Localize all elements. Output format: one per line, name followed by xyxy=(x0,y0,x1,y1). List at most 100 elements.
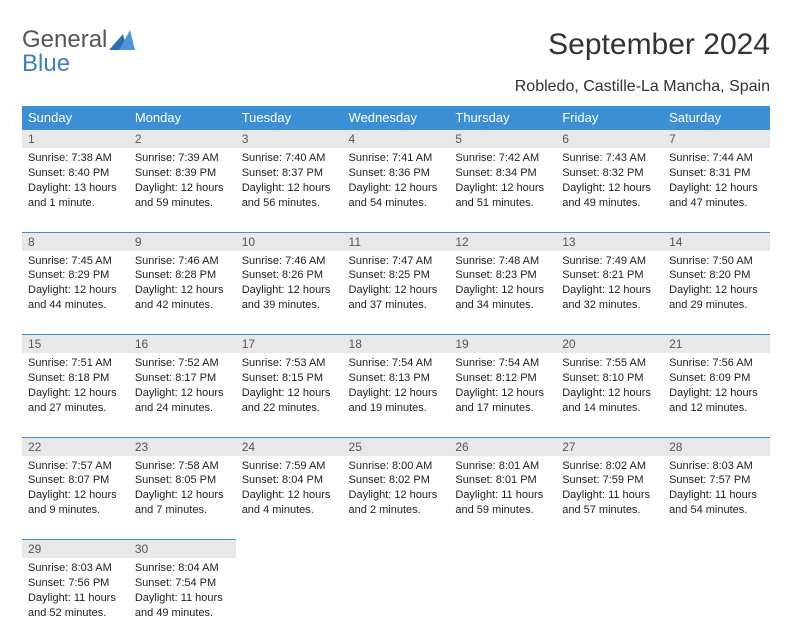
day-cell: Sunrise: 7:41 AMSunset: 8:36 PMDaylight:… xyxy=(343,148,450,232)
dow-monday: Monday xyxy=(129,106,236,130)
day-cell: Sunrise: 7:49 AMSunset: 8:21 PMDaylight:… xyxy=(556,251,663,335)
sunrise: Sunrise: 7:54 AM xyxy=(349,356,444,371)
day-number: 8 xyxy=(22,232,129,251)
day-cell: Sunrise: 7:39 AMSunset: 8:39 PMDaylight:… xyxy=(129,148,236,232)
daylight: Daylight: 12 hours and 44 minutes. xyxy=(28,283,123,313)
sunrise: Sunrise: 8:04 AM xyxy=(135,561,230,576)
content-row: Sunrise: 7:57 AMSunset: 8:07 PM Daylight:… xyxy=(22,456,770,540)
sunset: Sunset: 8:12 PM xyxy=(455,371,550,386)
sunrise: Sunrise: 7:45 AM xyxy=(28,254,123,269)
header: General Blue September 2024 xyxy=(22,28,770,76)
sunrise: Sunrise: 7:39 AM xyxy=(135,151,230,166)
sunset: Sunset: 8:23 PM xyxy=(455,268,550,283)
sunrise: Sunrise: 7:41 AM xyxy=(349,151,444,166)
logo-line1: General xyxy=(22,28,107,52)
day-cell: Sunrise: 7:51 AMSunset: 8:18 PMDaylight:… xyxy=(22,353,129,437)
day-cell: Sunrise: 8:01 AMSunset: 8:01 PMDaylight:… xyxy=(449,456,556,540)
day-cell: Sunrise: 7:54 AMSunset: 8:13 PMDaylight:… xyxy=(343,353,450,437)
logo: General Blue xyxy=(22,28,137,76)
day-number: 13 xyxy=(556,232,663,251)
page-title: September 2024 xyxy=(548,28,770,62)
day-cell: Sunrise: 7:55 AMSunset: 8:10 PMDaylight:… xyxy=(556,353,663,437)
sunset: Sunset: 8:01 PM xyxy=(455,473,550,488)
day-cell: Sunrise: 7:42 AMSunset: 8:34 PMDaylight:… xyxy=(449,148,556,232)
sunrise: Sunrise: 7:57 AM xyxy=(28,459,123,474)
daylight: Daylight: 12 hours and 24 minutes. xyxy=(135,386,230,416)
day-number: 9 xyxy=(129,232,236,251)
logo-line2: Blue xyxy=(22,52,107,76)
sunset: Sunset: 8:40 PM xyxy=(28,166,123,181)
sunset: Sunset: 8:05 PM xyxy=(135,473,230,488)
day-number: 19 xyxy=(449,335,556,354)
day-cell xyxy=(449,558,556,642)
sunrise: Sunrise: 7:46 AM xyxy=(135,254,230,269)
daylight: Daylight: 12 hours and 19 minutes. xyxy=(349,386,444,416)
content-row: Sunrise: 7:38 AMSunset: 8:40 PMDaylight:… xyxy=(22,148,770,232)
content-row: Sunrise: 7:51 AMSunset: 8:18 PMDaylight:… xyxy=(22,353,770,437)
daylight: Daylight: 12 hours and 51 minutes. xyxy=(455,181,550,211)
day-cell: Sunrise: 7:52 AMSunset: 8:17 PMDaylight:… xyxy=(129,353,236,437)
sunrise: Sunrise: 7:38 AM xyxy=(28,151,123,166)
sunset: Sunset: 8:10 PM xyxy=(562,371,657,386)
day-number: 5 xyxy=(449,130,556,149)
sunrise: Sunrise: 7:49 AM xyxy=(562,254,657,269)
daylight: Daylight: 12 hours and 29 minutes. xyxy=(669,283,764,313)
day-cell xyxy=(343,558,450,642)
day-cell xyxy=(556,558,663,642)
sunset: Sunset: 8:07 PM xyxy=(28,473,123,488)
sunrise: Sunrise: 8:02 AM xyxy=(562,459,657,474)
sunrise: Sunrise: 7:53 AM xyxy=(242,356,337,371)
daylight: Daylight: 12 hours and 12 minutes. xyxy=(669,386,764,416)
daylight: Daylight: 12 hours and 17 minutes. xyxy=(455,386,550,416)
daylight: Daylight: 13 hours and 1 minute. xyxy=(28,181,123,211)
sunset: Sunset: 8:09 PM xyxy=(669,371,764,386)
day-number: 11 xyxy=(343,232,450,251)
dow-saturday: Saturday xyxy=(663,106,770,130)
day-cell: Sunrise: 7:48 AMSunset: 8:23 PMDaylight:… xyxy=(449,251,556,335)
day-number: 10 xyxy=(236,232,343,251)
day-number: 26 xyxy=(449,437,556,456)
daylight: Daylight: 11 hours and 57 minutes. xyxy=(562,488,657,518)
day-cell: Sunrise: 7:56 AMSunset: 8:09 PMDaylight:… xyxy=(663,353,770,437)
day-cell: Sunrise: 7:45 AMSunset: 8:29 PMDaylight:… xyxy=(22,251,129,335)
day-cell: Sunrise: 7:53 AMSunset: 8:15 PMDaylight:… xyxy=(236,353,343,437)
sunset: Sunset: 8:39 PM xyxy=(135,166,230,181)
daylight: Daylight: 12 hours and 39 minutes. xyxy=(242,283,337,313)
day-number: 27 xyxy=(556,437,663,456)
day-number: 25 xyxy=(343,437,450,456)
day-cell: Sunrise: 7:44 AMSunset: 8:31 PMDaylight:… xyxy=(663,148,770,232)
content-row: Sunrise: 8:03 AMSunset: 7:56 PMDaylight:… xyxy=(22,558,770,642)
day-cell: Sunrise: 7:46 AMSunset: 8:28 PMDaylight:… xyxy=(129,251,236,335)
daynum-row: 22232425262728 xyxy=(22,437,770,456)
day-number xyxy=(663,540,770,559)
sunrise: Sunrise: 7:50 AM xyxy=(669,254,764,269)
daylight: Daylight: 12 hours and 56 minutes. xyxy=(242,181,337,211)
sunset: Sunset: 8:26 PM xyxy=(242,268,337,283)
day-cell: Sunrise: 7:50 AMSunset: 8:20 PMDaylight:… xyxy=(663,251,770,335)
day-cell: Sunrise: 7:38 AMSunset: 8:40 PMDaylight:… xyxy=(22,148,129,232)
day-cell: Sunrise: 7:58 AMSunset: 8:05 PMDaylight:… xyxy=(129,456,236,540)
day-cell: Sunrise: 7:46 AMSunset: 8:26 PMDaylight:… xyxy=(236,251,343,335)
day-cell: Sunrise: 7:43 AMSunset: 8:32 PMDaylight:… xyxy=(556,148,663,232)
sunset: Sunset: 8:31 PM xyxy=(669,166,764,181)
sunrise: Sunrise: 7:46 AM xyxy=(242,254,337,269)
sunrise: Sunrise: 7:40 AM xyxy=(242,151,337,166)
sunrise: Sunrise: 8:01 AM xyxy=(455,459,550,474)
content-row: Sunrise: 7:45 AMSunset: 8:29 PMDaylight:… xyxy=(22,251,770,335)
sunset: Sunset: 7:56 PM xyxy=(28,576,123,591)
sunrise: Sunrise: 7:51 AM xyxy=(28,356,123,371)
daylight: Daylight: 11 hours and 59 minutes. xyxy=(455,488,550,518)
dow-thursday: Thursday xyxy=(449,106,556,130)
day-number: 20 xyxy=(556,335,663,354)
sunset: Sunset: 8:32 PM xyxy=(562,166,657,181)
day-number xyxy=(556,540,663,559)
dow-sunday: Sunday xyxy=(22,106,129,130)
dow-wednesday: Wednesday xyxy=(343,106,450,130)
day-cell: Sunrise: 8:03 AMSunset: 7:57 PMDaylight:… xyxy=(663,456,770,540)
daylight: Daylight: 12 hours and 27 minutes. xyxy=(28,386,123,416)
sunset: Sunset: 8:37 PM xyxy=(242,166,337,181)
day-number: 4 xyxy=(343,130,450,149)
sunset: Sunset: 8:25 PM xyxy=(349,268,444,283)
sunset: Sunset: 8:29 PM xyxy=(28,268,123,283)
daylight: Daylight: 12 hours and 14 minutes. xyxy=(562,386,657,416)
